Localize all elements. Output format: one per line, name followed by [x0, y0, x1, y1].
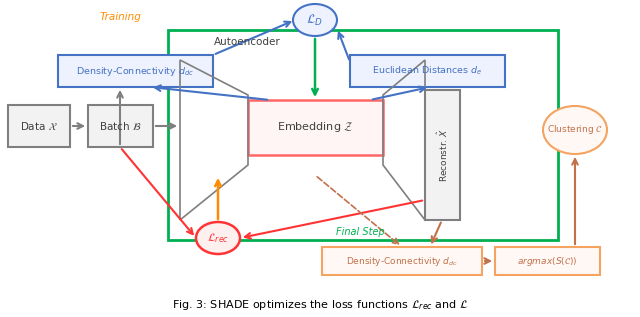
- Bar: [350, 55, 505, 87]
- Text: Final Step: Final Step: [335, 227, 385, 237]
- Ellipse shape: [293, 4, 337, 36]
- Text: Embedding $\mathcal{Z}$: Embedding $\mathcal{Z}$: [277, 120, 354, 134]
- Ellipse shape: [196, 222, 240, 254]
- Text: Fig. 3: SHADE optimizes the loss functions $\mathcal{L}_{rec}$ and $\mathcal{L}$: Fig. 3: SHADE optimizes the loss functio…: [172, 298, 468, 312]
- Text: $argmax(S(\mathcal{C}))$: $argmax(S(\mathcal{C}))$: [517, 255, 578, 268]
- Text: Reconstr. $\hat{X}$: Reconstr. $\hat{X}$: [435, 128, 450, 182]
- Text: Batch $\mathcal{B}$: Batch $\mathcal{B}$: [99, 120, 141, 132]
- Text: Data $\mathcal{X}$: Data $\mathcal{X}$: [20, 120, 58, 132]
- Bar: [248, 100, 383, 155]
- Bar: [88, 105, 153, 147]
- Bar: [168, 30, 558, 240]
- Bar: [425, 90, 460, 220]
- Text: Training: Training: [100, 12, 142, 22]
- Text: $\mathcal{L}_D$: $\mathcal{L}_D$: [307, 12, 324, 28]
- Text: Autoencoder: Autoencoder: [214, 37, 281, 47]
- Bar: [495, 247, 600, 275]
- Text: Clustering $\mathcal{C}$: Clustering $\mathcal{C}$: [547, 124, 603, 137]
- Bar: [58, 55, 213, 87]
- Text: Euclidean Distances $d_e$: Euclidean Distances $d_e$: [372, 65, 483, 77]
- Ellipse shape: [543, 106, 607, 154]
- Text: Density-Connectivity $d_{dc}$: Density-Connectivity $d_{dc}$: [346, 255, 458, 268]
- Text: $\mathcal{L}_{rec}$: $\mathcal{L}_{rec}$: [207, 231, 229, 245]
- Bar: [322, 247, 482, 275]
- Bar: [8, 105, 70, 147]
- Text: Density-Connectivity $d_{dc}$: Density-Connectivity $d_{dc}$: [76, 64, 194, 77]
